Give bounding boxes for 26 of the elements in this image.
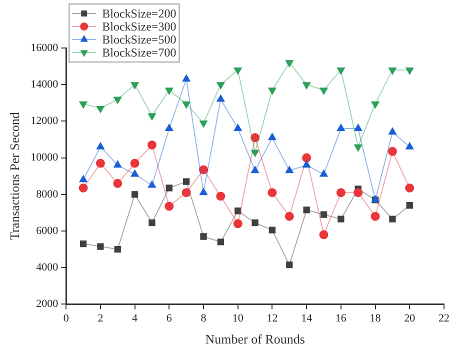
legend-label: BlockSize=700 <box>102 46 176 60</box>
x-tick-label: 4 <box>132 312 138 325</box>
y-tick-label: 14000 <box>30 78 59 90</box>
x-tick-label: 2 <box>98 312 104 325</box>
y-tick-label: 6000 <box>36 224 59 237</box>
y-tick-label: 2000 <box>36 298 59 310</box>
y-tick-label: 10000 <box>30 152 59 164</box>
legend-label: BlockSize=500 <box>102 32 176 47</box>
legend-label: BlockSize=200 <box>102 6 176 21</box>
y-tick-label: 8000 <box>36 188 59 200</box>
y-tick-label: 4000 <box>36 261 59 274</box>
x-tick-label: 12 <box>266 312 278 325</box>
y-tick-label: 12000 <box>30 115 59 128</box>
x-tick-label: 14 <box>301 312 313 325</box>
y-tick-label: 16000 <box>30 42 59 54</box>
x-tick-label: 22 <box>438 312 450 325</box>
x-tick-label: 6 <box>166 312 172 325</box>
x-tick-label: 20 <box>404 312 416 325</box>
x-tick-label: 10 <box>232 312 244 325</box>
x-tick-label: 18 <box>370 312 382 325</box>
y-axis-title: Transactions Per Second <box>7 112 22 240</box>
legend-label: BlockSize=300 <box>102 20 176 34</box>
x-tick-label: 16 <box>335 312 347 325</box>
x-axis-title: Number of Rounds <box>205 332 305 347</box>
x-tick-label: 8 <box>200 312 207 325</box>
x-tick-label: 0 <box>63 312 70 325</box>
